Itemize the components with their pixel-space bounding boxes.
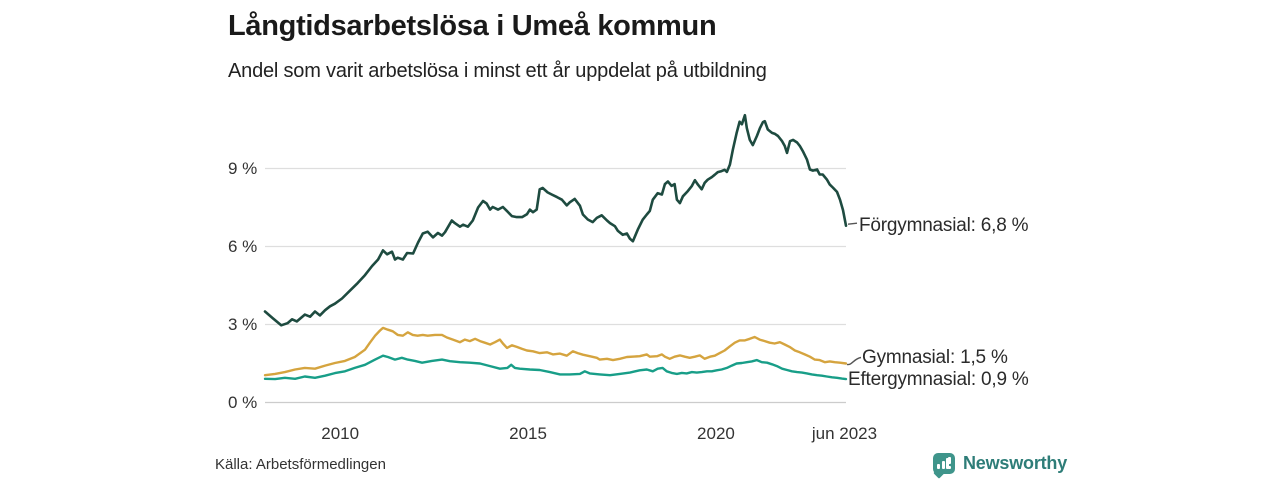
newsworthy-logo-icon	[933, 452, 955, 479]
y-axis-tick-6: 6 %	[228, 237, 258, 256]
label-connector-gymnasial	[846, 356, 862, 366]
x-axis-tick-2020: 2020	[697, 424, 735, 443]
x-axis-tick-2015: 2015	[509, 424, 547, 443]
series-line-eftergymnasial	[263, 354, 848, 381]
series-label-forgymnasial: Förgymnasial: 6,8 %	[859, 214, 1029, 236]
series-label-gymnasial: Gymnasial: 1,5 %	[862, 346, 1008, 368]
x-axis-tick-jun-2023: jun 2023	[811, 424, 878, 443]
series-line-forgymnasial	[263, 113, 848, 327]
logo-exclamation-icon	[948, 456, 951, 469]
series-label-eftergymnasial: Eftergymnasial: 0,9 %	[848, 369, 1029, 391]
label-connector-forgymnasial	[847, 222, 858, 225]
y-axis-tick-9: 9 %	[228, 159, 258, 178]
logo-bar-chart-icon	[937, 457, 951, 469]
page-title: Långtidsarbetslösa i Umeå kommun	[228, 10, 717, 42]
newsworthy-brand[interactable]: Newsworthy	[933, 450, 1068, 479]
chart-subtitle: Andel som varit arbetslösa i minst ett å…	[228, 60, 767, 82]
source-note: Källa: Arbetsförmedlingen	[215, 456, 386, 473]
series-line-gymnasial	[263, 326, 848, 377]
x-axis-tick-2010: 2010	[321, 424, 360, 443]
y-axis-tick-3: 3 %	[228, 315, 258, 334]
y-axis-tick-0: 0 %	[228, 393, 258, 412]
brand-name-text: Newsworthy	[963, 452, 1068, 473]
